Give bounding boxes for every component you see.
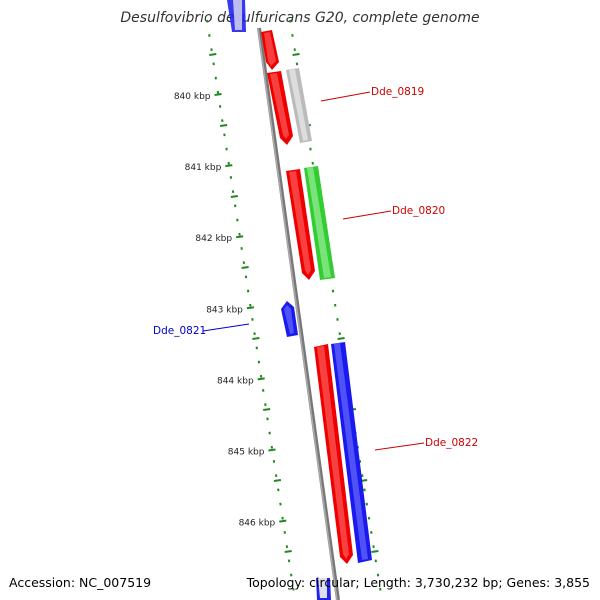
major-tick — [284, 550, 292, 553]
major-tick — [371, 550, 379, 553]
bottom-fragment — [316, 578, 331, 600]
kbp-tick-mark — [257, 377, 265, 381]
kbp-tick-label: 842 kbp — [195, 234, 232, 244]
major-tick — [209, 53, 217, 56]
major-tick — [273, 479, 282, 482]
kbp-tick-label: 846 kbp — [239, 519, 276, 529]
major-tick — [241, 266, 249, 269]
top-fragment — [227, 0, 246, 32]
kbp-tick-label: 843 kbp — [206, 305, 243, 315]
major-tick — [252, 337, 260, 340]
major-tick — [263, 408, 271, 411]
genome-backbone — [257, 27, 340, 600]
kbp-tick-mark — [225, 164, 233, 168]
major-tick — [337, 337, 345, 340]
label-dde-0819: Dde_0819 — [371, 86, 424, 98]
gene-callouts: Dde_0819 Dde_0820 Dde_0821 Dde_0822 — [153, 86, 478, 451]
kbp-labels: 840 kbp 841 kbp 842 kbp 843 kbp 844 kbp 845 k… — [174, 92, 287, 529]
kbp-tick-mark — [214, 93, 222, 96]
kbp-tick-label: 845 kbp — [228, 448, 265, 458]
major-tick — [292, 53, 300, 56]
left-tick-track — [206, 19, 295, 591]
kbp-tick-mark — [246, 306, 255, 310]
label-dde-0821: Dde_0821 — [153, 325, 206, 337]
accession-text: Accession: NC_007519 — [9, 575, 152, 590]
label-dde-0820: Dde_0820 — [392, 205, 445, 217]
genome-summary-text: Topology: circular; Length: 3,730,232 bp… — [246, 575, 590, 590]
page-title: Desulfovibrio desulfuricans G20, complet… — [120, 10, 480, 26]
kbp-tick-mark — [235, 235, 244, 239]
kbp-tick-label: 844 kbp — [217, 376, 254, 386]
kbp-tick-label: 841 kbp — [185, 163, 222, 173]
kbp-tick-mark — [279, 519, 287, 523]
major-tick — [230, 195, 238, 198]
kbp-tick-mark — [268, 448, 276, 452]
gene-features — [261, 30, 372, 564]
major-tick — [219, 124, 228, 127]
kbp-tick-label: 840 kbp — [174, 92, 211, 102]
label-dde-0822: Dde_0822 — [425, 437, 478, 449]
